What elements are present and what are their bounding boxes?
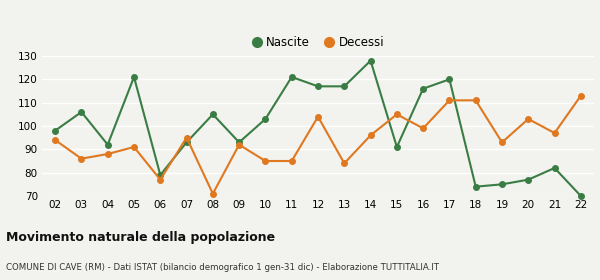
Text: COMUNE DI CAVE (RM) - Dati ISTAT (bilancio demografico 1 gen-31 dic) - Elaborazi: COMUNE DI CAVE (RM) - Dati ISTAT (bilanc… [6,263,439,272]
Text: Movimento naturale della popolazione: Movimento naturale della popolazione [6,231,275,244]
Legend: Nascite, Decessi: Nascite, Decessi [247,31,389,53]
